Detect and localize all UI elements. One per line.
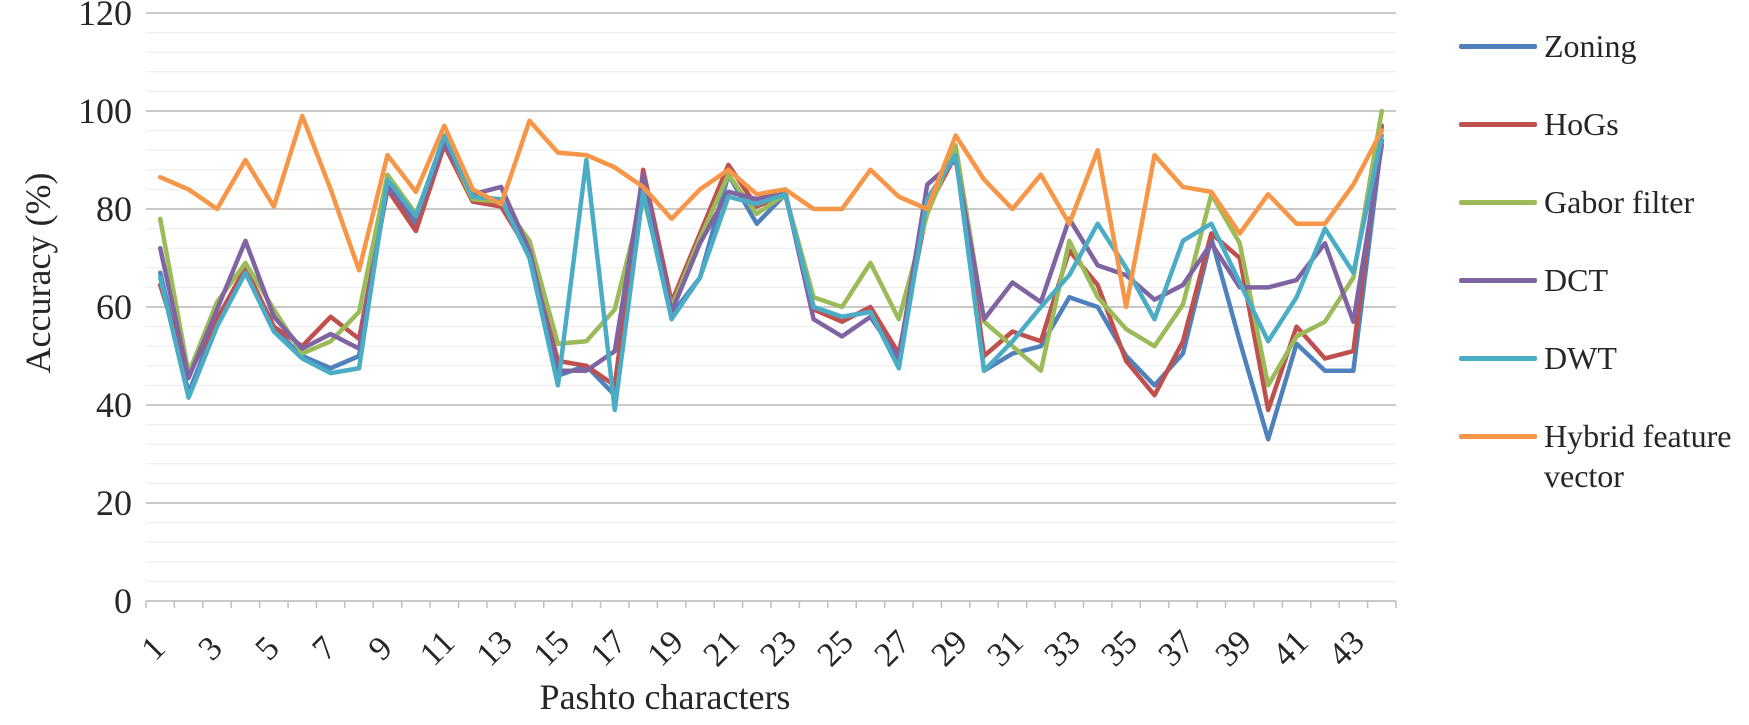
series-line-dwt bbox=[157, 133, 1385, 413]
legend-line-swatch bbox=[1459, 278, 1537, 283]
x-axis-title: Pashto characters bbox=[539, 677, 791, 717]
legend-label: Gabor filter bbox=[1544, 184, 1695, 220]
legend-item-dct: DCT bbox=[1459, 260, 1744, 300]
legend-line-swatch bbox=[1459, 356, 1537, 361]
series-line-gabor-filter bbox=[157, 108, 1385, 388]
legend-label: HoGs bbox=[1544, 106, 1619, 142]
y-tick-label: 40 bbox=[96, 385, 132, 425]
series-line-dct bbox=[157, 140, 1385, 381]
y-tick-label: 60 bbox=[96, 287, 132, 327]
y-tick-label: 80 bbox=[96, 189, 132, 229]
y-tick-label: 0 bbox=[114, 581, 132, 621]
legend: Zoning HoGs Gabor filter DCT DWT Hybrid featu… bbox=[1459, 26, 1744, 534]
legend-line-swatch bbox=[1459, 122, 1537, 127]
legend-item-zoning: Zoning bbox=[1459, 26, 1744, 66]
legend-item-hogs: HoGs bbox=[1459, 104, 1744, 144]
y-tick-label: 100 bbox=[78, 91, 132, 131]
legend-label: DWT bbox=[1544, 340, 1617, 376]
y-axis-title: Accuracy (%) bbox=[18, 172, 58, 374]
series-line-hybrid-feature-vector bbox=[157, 113, 1385, 310]
legend-item-hybrid-feature-vector: Hybrid feature vector bbox=[1459, 416, 1744, 496]
legend-item-dwt: DWT bbox=[1459, 338, 1744, 378]
legend-label: Hybrid feature vector bbox=[1544, 418, 1732, 494]
legend-label: Zoning bbox=[1544, 28, 1637, 64]
legend-line-swatch bbox=[1459, 44, 1537, 49]
legend-item-gabor-filter: Gabor filter bbox=[1459, 182, 1744, 222]
y-tick-label: 120 bbox=[78, 0, 132, 33]
y-tick-label: 20 bbox=[96, 483, 132, 523]
legend-line-swatch bbox=[1459, 200, 1537, 205]
legend-line-swatch bbox=[1459, 434, 1537, 439]
legend-label: DCT bbox=[1544, 262, 1608, 298]
